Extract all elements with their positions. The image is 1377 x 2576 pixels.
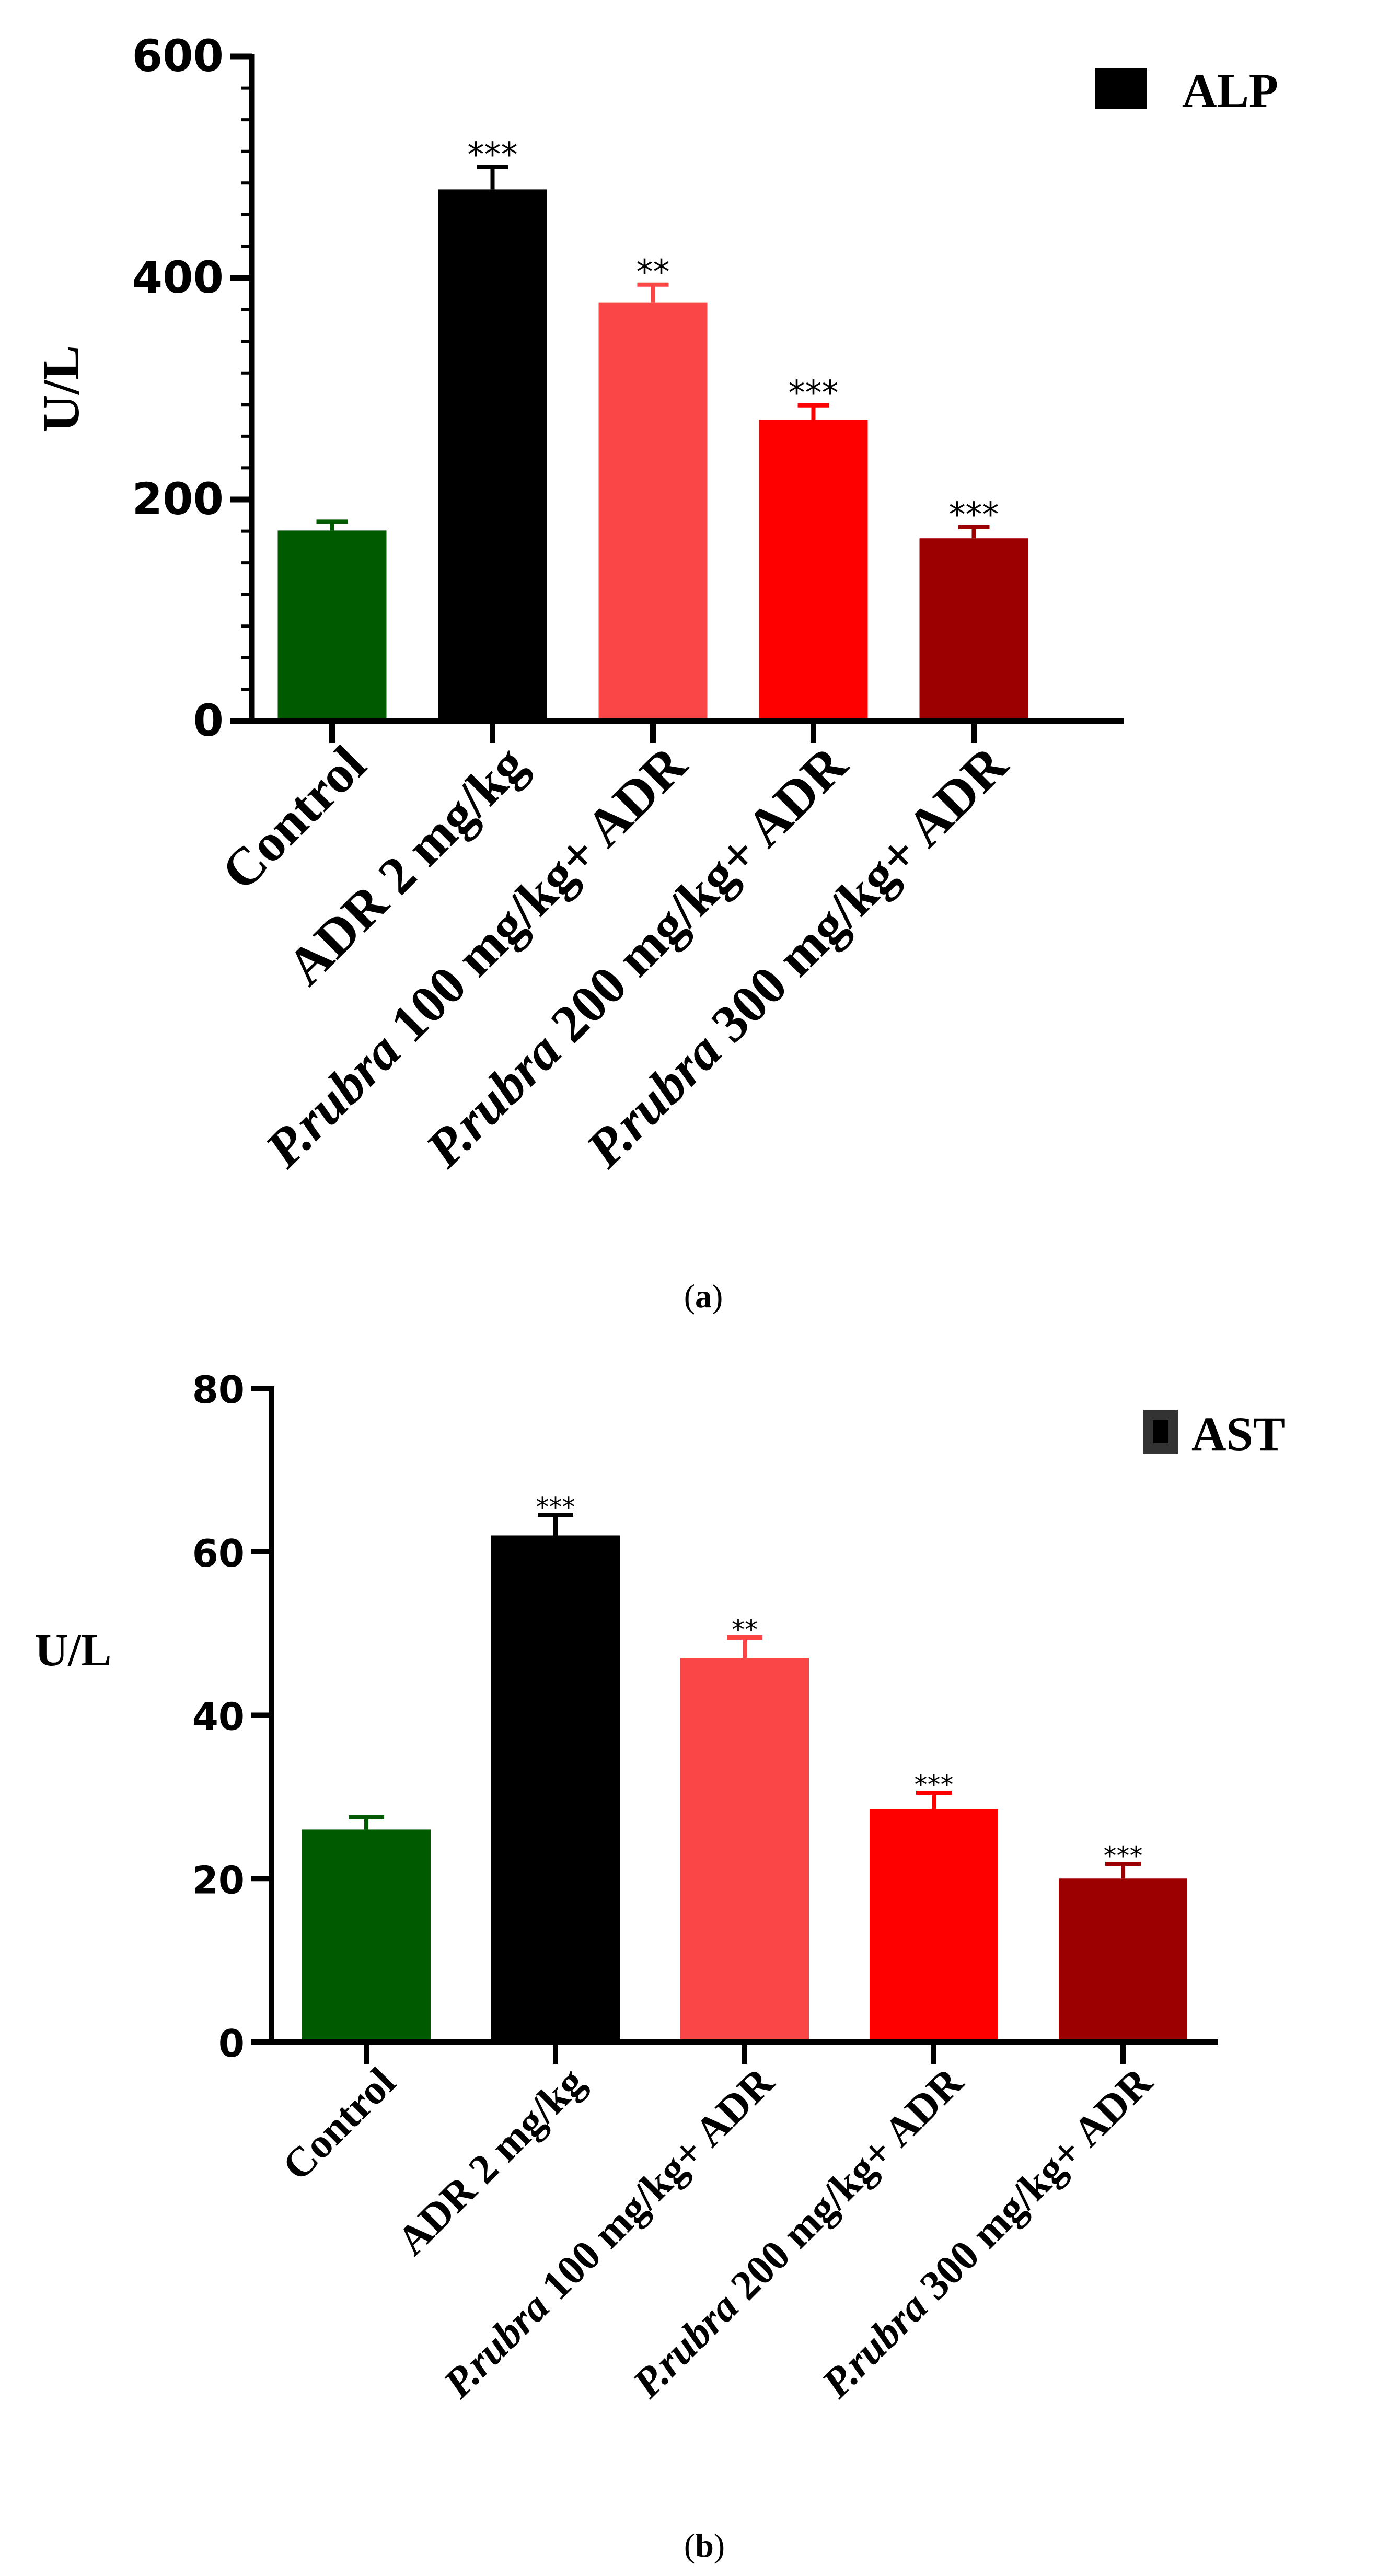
bar-a-2 xyxy=(438,189,547,721)
significance-label-b-3: ** xyxy=(732,1615,758,1645)
error-bar-b-4 xyxy=(916,1791,952,1809)
y-tick-label-a: 0 xyxy=(193,695,224,746)
legend-b: AST xyxy=(1143,1407,1285,1460)
y-tick-label-b: 20 xyxy=(192,1858,245,1902)
significance-label-b-5: *** xyxy=(1104,1841,1143,1871)
x-category-label-b-3: P.rubra 100 mg/kg+ ADR xyxy=(435,2059,783,2407)
error-bar-a-1 xyxy=(316,519,348,531)
significance-label-b-2: *** xyxy=(536,1492,575,1522)
y-axis-label-a: U/L xyxy=(32,345,90,433)
y-axis-label-b: U/L xyxy=(35,1625,112,1676)
y-tick-label-b: 60 xyxy=(192,1531,245,1575)
x-category-label-b-2: ADR 2 mg/kg xyxy=(389,2059,594,2264)
error-bar-a-3 xyxy=(637,282,669,303)
y-tick-label-b: 80 xyxy=(192,1368,245,1412)
x-category-label-a-1: Control xyxy=(211,735,377,901)
significance-label-b-4: *** xyxy=(915,1770,954,1800)
bar-a-4 xyxy=(759,420,868,721)
error-bar-a-4 xyxy=(797,403,829,420)
panel-caption-a: (a) xyxy=(684,1278,723,1315)
significance-label-a-4: *** xyxy=(789,374,839,413)
bar-b-5 xyxy=(1059,1878,1187,2042)
x-category-label-b-4: P.rubra 200 mg/kg+ ADR xyxy=(624,2059,973,2407)
bar-b-2 xyxy=(491,1535,620,2042)
y-tick-label-a: 400 xyxy=(132,252,224,303)
bar-b-4 xyxy=(870,1809,998,2042)
x-category-label-b-1: Control xyxy=(274,2059,404,2190)
error-bar-a-2 xyxy=(477,165,508,190)
panel-caption-b: (b) xyxy=(684,2527,725,2564)
error-bar-b-3 xyxy=(727,1635,762,1658)
bar-b-1 xyxy=(302,1829,431,2042)
bar-a-1 xyxy=(277,530,387,721)
significance-label-a-2: *** xyxy=(468,136,518,175)
bar-a-3 xyxy=(598,302,708,721)
error-bar-b-5 xyxy=(1105,1862,1141,1879)
y-tick-label-a: 200 xyxy=(132,473,224,525)
error-bar-a-5 xyxy=(958,525,990,539)
legend-label-a: ALP xyxy=(1182,64,1278,117)
y-tick-label-b: 40 xyxy=(192,1695,245,1739)
y-tick-label-b: 0 xyxy=(218,2022,245,2066)
error-bar-b-2 xyxy=(538,1513,573,1536)
significance-label-a-3: ** xyxy=(637,253,670,292)
bar-a-5 xyxy=(919,538,1028,721)
y-tick-label-a: 600 xyxy=(132,30,224,82)
legend-label-b: AST xyxy=(1191,1407,1285,1460)
error-bar-b-1 xyxy=(349,1815,384,1830)
significance-label-a-5: *** xyxy=(949,496,999,535)
bar-b-3 xyxy=(680,1658,809,2042)
x-category-label-b-5: P.rubra 300 mg/kg+ ADR xyxy=(813,2059,1162,2407)
legend-a: ALP xyxy=(1095,64,1278,117)
